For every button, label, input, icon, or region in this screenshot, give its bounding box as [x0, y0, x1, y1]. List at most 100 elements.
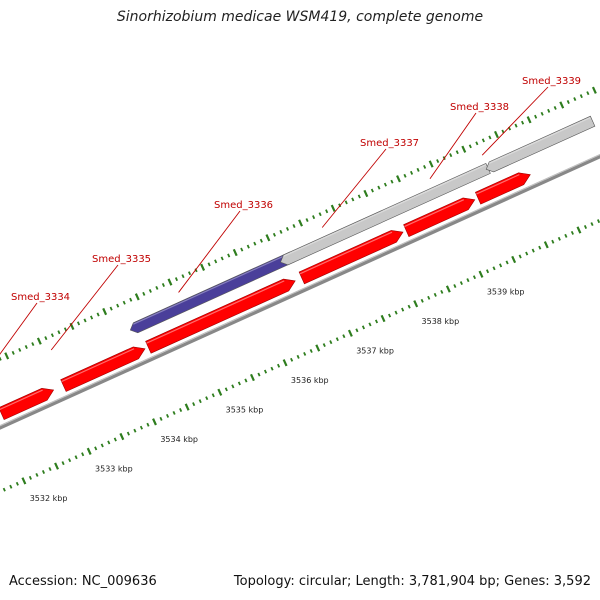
scale-tick — [282, 359, 288, 367]
scale-tick — [205, 396, 209, 401]
scale-tick — [152, 418, 157, 426]
scale-tick — [139, 425, 143, 430]
reverse-cds-continuation — [485, 115, 596, 173]
scale-tick — [590, 222, 594, 227]
outer-tick — [566, 100, 570, 104]
outer-tick — [416, 167, 420, 172]
outer-tick — [161, 283, 165, 287]
scale-tick — [368, 322, 372, 327]
scale-tick — [86, 447, 92, 455]
scale-tick — [192, 402, 196, 407]
outer-tick — [109, 306, 113, 311]
outer-tick — [285, 226, 290, 231]
outer-tick — [220, 256, 224, 261]
scale-tick — [113, 437, 117, 442]
gene-label: Smed_3334 — [11, 292, 70, 303]
scale-tick — [380, 314, 386, 323]
outer-tick — [363, 189, 369, 198]
outer-tick — [514, 123, 518, 128]
outer-tick — [540, 111, 544, 116]
scale-tick — [459, 281, 463, 286]
outer-tick — [488, 135, 492, 140]
scale-tick — [211, 393, 215, 398]
outer-tick — [521, 120, 525, 125]
scale-tick — [355, 328, 359, 333]
label-leader — [481, 86, 549, 156]
scale-tick — [217, 388, 223, 396]
scale-label: 3535 kbp — [226, 406, 264, 415]
outer-tick — [96, 312, 100, 317]
reverse-cds-continuation-shine — [488, 117, 591, 164]
forward-cds-arrow-shine — [146, 280, 285, 344]
scale-tick — [453, 284, 457, 289]
scale-tick — [250, 373, 255, 382]
scale-tick — [505, 260, 509, 265]
scale-tick — [361, 325, 365, 330]
outer-tick — [31, 342, 35, 347]
outer-tick — [207, 262, 211, 267]
scale-tick — [179, 408, 183, 412]
gene-label: Smed_3339 — [522, 76, 581, 87]
scale-tick — [492, 266, 496, 271]
scale-tick — [15, 481, 19, 486]
outer-tick — [423, 164, 427, 169]
outer-tick — [547, 108, 551, 113]
scale-tick — [557, 236, 561, 241]
outer-tick — [396, 175, 401, 183]
outer-tick — [351, 197, 355, 202]
genome-summary: Topology: circular; Length: 3,781,904 bp… — [233, 574, 591, 589]
scale-tick — [335, 337, 339, 342]
scale-tick — [388, 313, 392, 318]
scale-tick — [420, 298, 424, 303]
forward-cds-arrow — [60, 346, 146, 392]
reverse-cds-smed_3336-shine — [133, 252, 291, 325]
outer-tick — [377, 185, 381, 190]
scale-tick — [564, 233, 568, 238]
scale-tick — [81, 452, 85, 457]
reverse-cds-smed_3337 — [280, 163, 491, 266]
scale-label: 3536 kbp — [291, 376, 329, 385]
outer-tick — [468, 144, 472, 149]
outer-tick — [534, 114, 538, 119]
scale-tick — [198, 399, 202, 404]
outer-tick — [383, 182, 387, 187]
outer-tick — [11, 350, 15, 355]
outer-tick — [174, 277, 179, 282]
scale-tick — [184, 403, 190, 411]
backbone-line — [0, 155, 600, 430]
outer-tick — [481, 138, 485, 143]
forward-cds-arrow — [403, 197, 476, 237]
scale-tick — [401, 307, 405, 312]
forward-cds-arrow — [475, 172, 531, 205]
outer-tick — [305, 218, 309, 223]
scale-tick — [478, 270, 484, 278]
scale-tick — [322, 343, 326, 348]
scale-tick — [61, 461, 65, 466]
outer-tick — [24, 345, 28, 349]
outer-tick — [559, 101, 565, 109]
outer-tick — [0, 356, 2, 361]
scale-tick — [499, 263, 503, 268]
outer-tick — [573, 97, 577, 102]
scale-tick — [35, 472, 39, 477]
outer-tick — [63, 327, 68, 332]
map-title: Sinorhizobium medicae WSM419, complete g… — [116, 9, 484, 25]
scale-tick — [290, 357, 294, 362]
forward-cds-arrow-shine — [299, 231, 393, 275]
scale-tick — [394, 310, 398, 315]
reverse-cds-smed_3336 — [129, 251, 295, 334]
outer-tick — [142, 291, 146, 296]
scale-tick — [315, 344, 321, 352]
scale-label: 3534 kbp — [160, 435, 198, 444]
outer-tick — [403, 173, 407, 178]
scale-tick — [119, 432, 125, 441]
outer-tick — [214, 259, 218, 264]
outer-tick — [134, 293, 140, 301]
outer-tick — [181, 274, 185, 279]
forward-cds-arrow — [298, 230, 404, 285]
outer-tick — [272, 232, 276, 237]
label-leader — [429, 112, 477, 180]
scale-label: 3537 kbp — [356, 347, 394, 356]
scale-tick — [9, 484, 13, 489]
